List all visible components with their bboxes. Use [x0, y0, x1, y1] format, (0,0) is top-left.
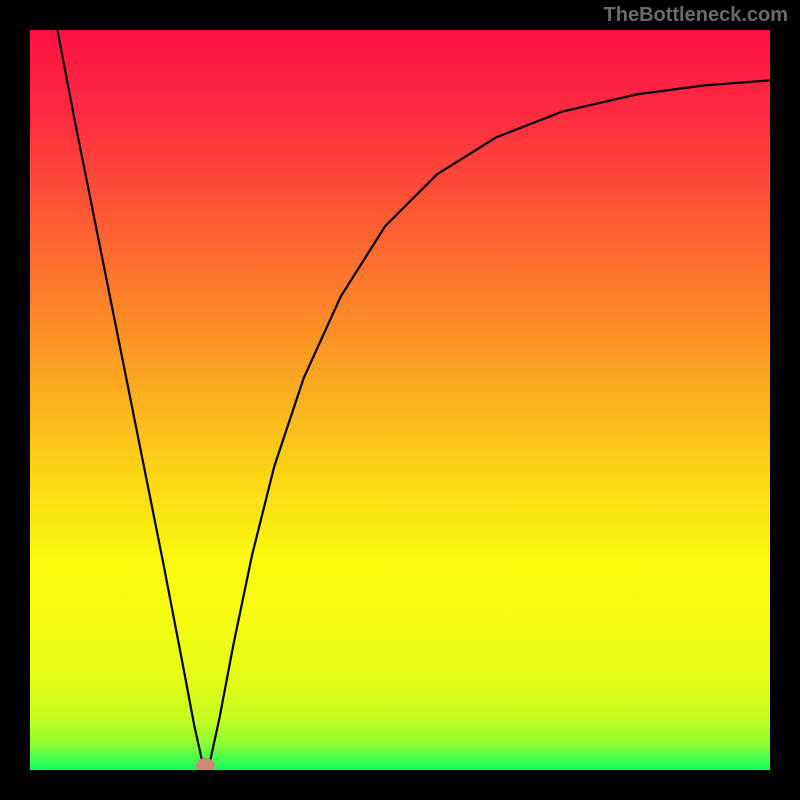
plot-svg	[30, 30, 770, 770]
gradient-background	[30, 30, 770, 770]
optimal-marker	[196, 759, 214, 770]
plot-area	[30, 30, 770, 770]
chart-container: TheBottleneck.com	[0, 0, 800, 800]
watermark-text: TheBottleneck.com	[604, 4, 788, 27]
